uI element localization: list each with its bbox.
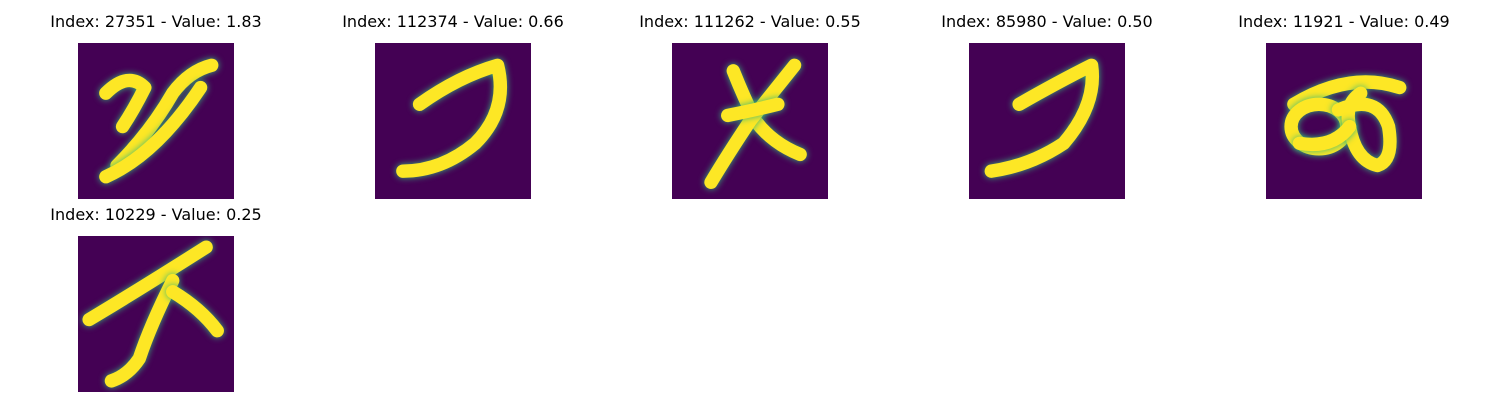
stroke-glyph <box>704 58 807 189</box>
digit-image <box>969 43 1125 199</box>
panel-4: Index: 85980 - Value: 0.50 <box>897 12 1197 202</box>
panel-title: Index: 10229 - Value: 0.25 <box>50 205 262 224</box>
digit-image <box>78 43 234 199</box>
stroke-glyph <box>396 58 507 178</box>
digit-image <box>672 43 828 199</box>
panel-title: Index: 85980 - Value: 0.50 <box>941 12 1153 31</box>
stroke-glyph <box>99 58 219 184</box>
panel-6: Index: 10229 - Value: 0.25 <box>6 205 306 395</box>
panel-3: Index: 111262 - Value: 0.55 <box>600 12 900 202</box>
digit-image <box>375 43 531 199</box>
stroke-glyph <box>1284 75 1407 173</box>
stroke-glyph <box>984 58 1099 178</box>
panel-title: Index: 112374 - Value: 0.66 <box>342 12 564 31</box>
stroke-glyph <box>82 240 224 388</box>
panel-title: Index: 27351 - Value: 1.83 <box>50 12 262 31</box>
panel-title: Index: 111262 - Value: 0.55 <box>639 12 861 31</box>
panel-5: Index: 11921 - Value: 0.49 <box>1194 12 1494 202</box>
digit-image <box>1266 43 1422 199</box>
panel-1: Index: 27351 - Value: 1.83 <box>6 12 306 202</box>
panel-2: Index: 112374 - Value: 0.66 <box>303 12 603 202</box>
digit-image <box>78 236 234 392</box>
panel-title: Index: 11921 - Value: 0.49 <box>1238 12 1450 31</box>
